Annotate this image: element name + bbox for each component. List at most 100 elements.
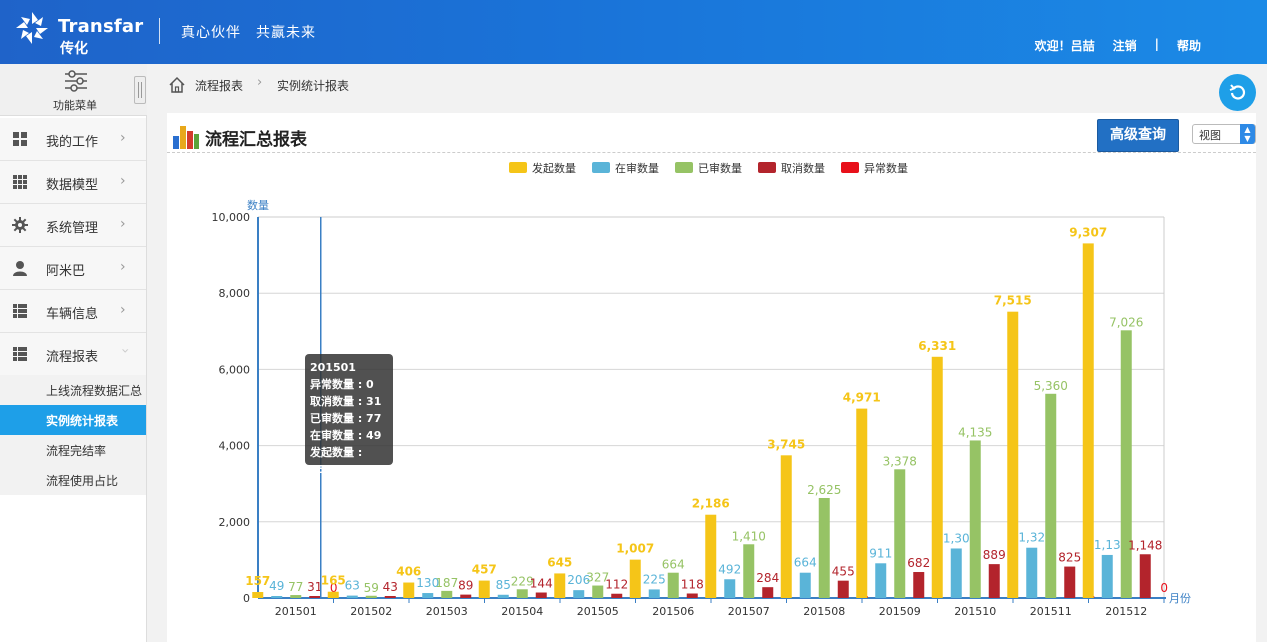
bar: [1120, 330, 1132, 598]
header-user-links: 欢迎！吕喆 注销 | 帮助: [1035, 37, 1201, 54]
x-tick-label: 201506: [652, 605, 694, 618]
data-label: 63: [345, 579, 360, 593]
sidebar-collapse-handle[interactable]: [134, 76, 146, 104]
sidebar-item-process-report[interactable]: 流程报表 ›: [0, 333, 146, 376]
sub-item-instance-stats[interactable]: 实例统计报表: [0, 405, 146, 435]
home-icon[interactable]: [168, 76, 186, 94]
bar: [686, 593, 698, 598]
data-label: 492: [718, 562, 741, 576]
breadcrumb-process-report[interactable]: 流程报表: [195, 79, 244, 93]
y-tick-label: 0: [243, 592, 250, 605]
help-link[interactable]: 帮助: [1176, 39, 1201, 53]
legend-swatch: [675, 162, 693, 173]
data-label: 31: [307, 580, 322, 594]
data-label: 1,30: [943, 531, 970, 545]
data-label: 4,971: [843, 391, 881, 405]
data-label: 112: [605, 578, 628, 592]
data-label: 889: [983, 548, 1006, 562]
data-label: 7,515: [994, 294, 1032, 308]
x-tick-label: 201501: [275, 605, 317, 618]
data-label: 1,13: [1094, 538, 1121, 552]
data-label: 229: [511, 574, 534, 588]
bar: [1064, 566, 1076, 598]
chevron-right-icon: ›: [257, 75, 263, 90]
bar: [460, 594, 472, 598]
logout-link[interactable]: 注销: [1112, 39, 1137, 53]
bar-chart-icon: [173, 126, 199, 149]
x-axis-title: 月份: [1169, 592, 1191, 605]
data-label: 3,745: [767, 437, 805, 451]
data-label: 284: [756, 571, 779, 585]
x-tick-label: 201511: [1030, 605, 1072, 618]
data-label: 225: [643, 572, 666, 586]
view-select-value: 视图: [1199, 129, 1221, 142]
sidebar-item-data-model[interactable]: 数据模型 ›: [0, 161, 146, 204]
bar: [478, 580, 490, 598]
data-label: 911: [869, 546, 892, 560]
data-label: 49: [269, 579, 284, 593]
view-select[interactable]: 视图 ▲ ▼: [1192, 124, 1256, 144]
function-menu-toggle[interactable]: 功能菜单: [0, 64, 147, 116]
sub-item-label: 实例统计报表: [46, 414, 119, 428]
sub-item-online-process-summary[interactable]: 上线流程数据汇总: [0, 375, 146, 405]
brand-english: Transfar: [58, 16, 144, 37]
bar: [384, 596, 396, 598]
bar: [1045, 393, 1057, 598]
bar: [1101, 554, 1113, 598]
sub-item-usage-ratio[interactable]: 流程使用占比: [0, 465, 146, 495]
sub-item-label: 流程完结率: [46, 444, 107, 458]
header-divider: [159, 18, 160, 44]
panel-header: 流程汇总报表 高级查询 视图 ▲ ▼: [167, 113, 1256, 153]
x-tick-label: 201502: [350, 605, 392, 618]
tooltip-line: 异常数量 : 0: [310, 378, 374, 391]
chevron-right-icon: ›: [120, 259, 126, 275]
sidebar-item-label: 我的工作: [46, 135, 99, 150]
bar: [309, 596, 321, 598]
sidebar: 功能菜单 我的工作 › 数据模型 › 系统管理 › 阿米巴 › 车辆信息 › 流…: [0, 64, 147, 642]
tooltip-line: 取消数量 : 31: [310, 395, 382, 408]
data-label: 157: [245, 574, 270, 588]
sidebar-item-system-admin[interactable]: 系统管理 ›: [0, 204, 146, 247]
bar: [799, 572, 811, 598]
x-tick-label: 201512: [1105, 605, 1147, 618]
x-tick-label: 201504: [501, 605, 543, 618]
bar: [365, 595, 377, 598]
sidebar-item-label: 系统管理: [46, 221, 99, 236]
data-label: 3,378: [883, 454, 917, 468]
data-label: 77: [288, 580, 303, 594]
sidebar-item-my-work[interactable]: 我的工作 ›: [0, 118, 146, 161]
sidebar-item-amoeba[interactable]: 阿米巴 ›: [0, 247, 146, 290]
tooltip-line: 已审数量 : 77: [310, 412, 382, 425]
grid-icon: [13, 132, 27, 146]
data-label: 406: [396, 565, 421, 579]
data-label: 1,007: [616, 542, 654, 556]
user-icon: [13, 261, 27, 276]
chevron-right-icon: ›: [120, 173, 126, 189]
data-label: 2,625: [807, 483, 841, 497]
data-label: 144: [530, 577, 553, 591]
sidebar-item-vehicle-info[interactable]: 车辆信息 ›: [0, 290, 146, 333]
bar: [1139, 554, 1151, 598]
advanced-query-button[interactable]: 高级查询: [1097, 119, 1179, 152]
transfar-logo-icon: [16, 12, 48, 44]
data-label: 664: [794, 556, 817, 570]
bar: [290, 595, 302, 598]
bar: [724, 579, 736, 598]
function-menu-label: 功能菜单: [53, 99, 97, 112]
bar: [988, 564, 1000, 598]
data-label: 187: [435, 576, 458, 590]
data-label: 89: [458, 579, 473, 593]
legend-label: 已审数量: [698, 161, 742, 175]
sub-item-completion-rate[interactable]: 流程完结率: [0, 435, 146, 465]
data-label: 0: [1160, 581, 1168, 595]
data-label: 1,410: [732, 529, 766, 543]
refresh-button[interactable]: [1219, 74, 1256, 111]
data-label: 327: [586, 571, 609, 585]
data-label: 9,307: [1069, 225, 1107, 239]
sidebar-item-label: 阿米巴: [46, 264, 86, 279]
bar: [856, 408, 868, 598]
bar: [611, 593, 623, 598]
y-tick-label: 10,000: [212, 211, 251, 224]
bar: [950, 548, 962, 598]
sub-item-label: 流程使用占比: [46, 474, 119, 488]
